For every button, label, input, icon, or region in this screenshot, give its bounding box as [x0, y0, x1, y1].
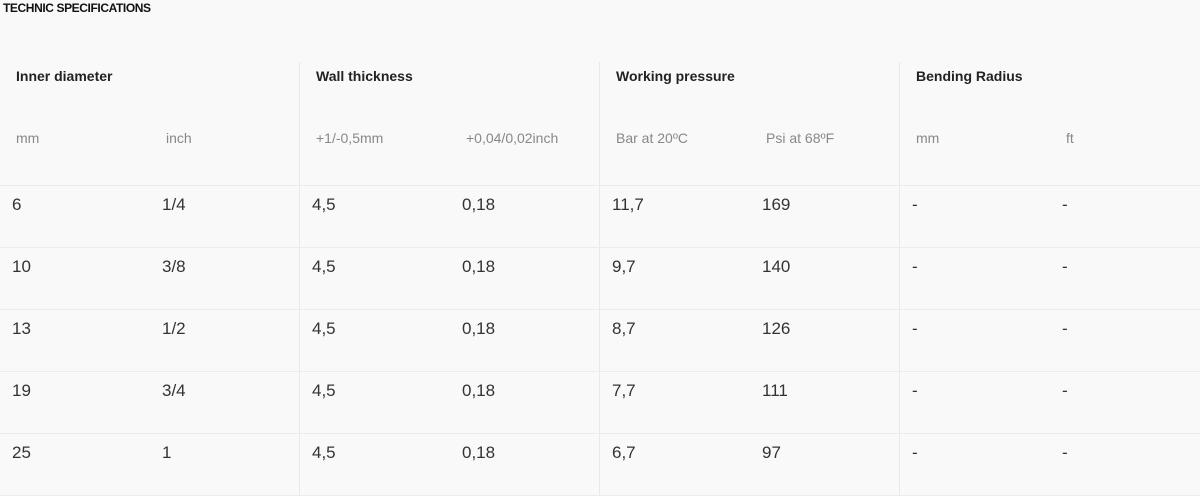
- cell-pressure-bar: 7,7: [612, 381, 636, 400]
- table-row: 6 1/4 4,5 0,18 11,7 169 - -: [0, 186, 1200, 248]
- subheader-wall-inch: +0,04/0,02inch: [466, 130, 559, 146]
- cell-wall-mm: 4,5: [312, 195, 336, 214]
- column-divider: [299, 62, 300, 496]
- cell-wall-inch: 0,18: [462, 319, 496, 338]
- cell-pressure-bar: 9,7: [612, 257, 636, 276]
- cell-inner-mm: 10: [12, 257, 31, 276]
- cell-pressure-psi: 97: [762, 443, 781, 462]
- subheader-wall-mm: +1/-0,5mm: [316, 130, 384, 146]
- cell-wall-inch: 0,18: [462, 381, 496, 400]
- table-row: 13 1/2 4,5 0,18 8,7 126 - -: [0, 310, 1200, 372]
- row-divider: [0, 309, 1200, 310]
- cell-wall-mm: 4,5: [312, 443, 336, 462]
- header-working-pressure: Working pressure: [616, 68, 735, 84]
- subheader-inner-inch: inch: [166, 130, 192, 146]
- header-bending-radius: Bending Radius: [916, 68, 1023, 84]
- cell-bending-ft: -: [1062, 443, 1068, 462]
- cell-bending-mm: -: [912, 257, 918, 276]
- cell-bending-ft: -: [1062, 195, 1068, 214]
- cell-inner-mm: 6: [12, 195, 22, 214]
- subheader-pressure-psi: Psi at 68ºF: [766, 130, 835, 146]
- cell-inner-inch: 3/8: [162, 257, 186, 276]
- cell-pressure-psi: 111: [762, 381, 788, 400]
- subheader-pressure-bar: Bar at 20ºC: [616, 130, 689, 146]
- header-inner-diameter: Inner diameter: [16, 68, 113, 84]
- cell-wall-mm: 4,5: [312, 381, 336, 400]
- row-divider: [0, 433, 1200, 434]
- cell-bending-mm: -: [912, 195, 918, 214]
- subheader-bending-ft: ft: [1066, 130, 1074, 146]
- cell-inner-mm: 25: [12, 443, 31, 462]
- column-divider: [599, 62, 600, 496]
- subheader-inner-mm: mm: [16, 130, 40, 146]
- cell-pressure-psi: 140: [762, 257, 791, 276]
- row-divider: [0, 247, 1200, 248]
- cell-inner-inch: 3/4: [162, 381, 186, 400]
- cell-inner-inch: 1: [162, 443, 172, 462]
- cell-inner-mm: 13: [12, 319, 31, 338]
- header-wall-thickness: Wall thickness: [316, 68, 413, 84]
- cell-inner-mm: 19: [12, 381, 31, 400]
- cell-pressure-psi: 126: [762, 319, 791, 338]
- cell-bending-ft: -: [1062, 381, 1068, 400]
- cell-pressure-psi: 169: [762, 195, 791, 214]
- page-title: TECHNIC SPECIFICATIONS: [3, 1, 151, 15]
- cell-pressure-bar: 8,7: [612, 319, 636, 338]
- cell-wall-inch: 0,18: [462, 195, 496, 214]
- cell-bending-mm: -: [912, 319, 918, 338]
- table-row: 10 3/8 4,5 0,18 9,7 140 - -: [0, 248, 1200, 310]
- table-row: 25 1 4,5 0,18 6,7 97 - -: [0, 434, 1200, 496]
- cell-wall-mm: 4,5: [312, 257, 336, 276]
- row-divider: [0, 185, 1200, 186]
- cell-inner-inch: 1/2: [162, 319, 186, 338]
- subheader-bending-mm: mm: [916, 130, 940, 146]
- column-divider: [899, 62, 900, 496]
- cell-pressure-bar: 6,7: [612, 443, 636, 462]
- cell-wall-mm: 4,5: [312, 319, 336, 338]
- cell-wall-inch: 0,18: [462, 443, 496, 462]
- cell-bending-mm: -: [912, 381, 918, 400]
- cell-pressure-bar: 11,7: [612, 195, 644, 214]
- table-row: 19 3/4 4,5 0,18 7,7 111 - -: [0, 372, 1200, 434]
- cell-bending-mm: -: [912, 443, 918, 462]
- cell-inner-inch: 1/4: [162, 195, 186, 214]
- row-divider: [0, 371, 1200, 372]
- cell-bending-ft: -: [1062, 319, 1068, 338]
- cell-bending-ft: -: [1062, 257, 1068, 276]
- cell-wall-inch: 0,18: [462, 257, 496, 276]
